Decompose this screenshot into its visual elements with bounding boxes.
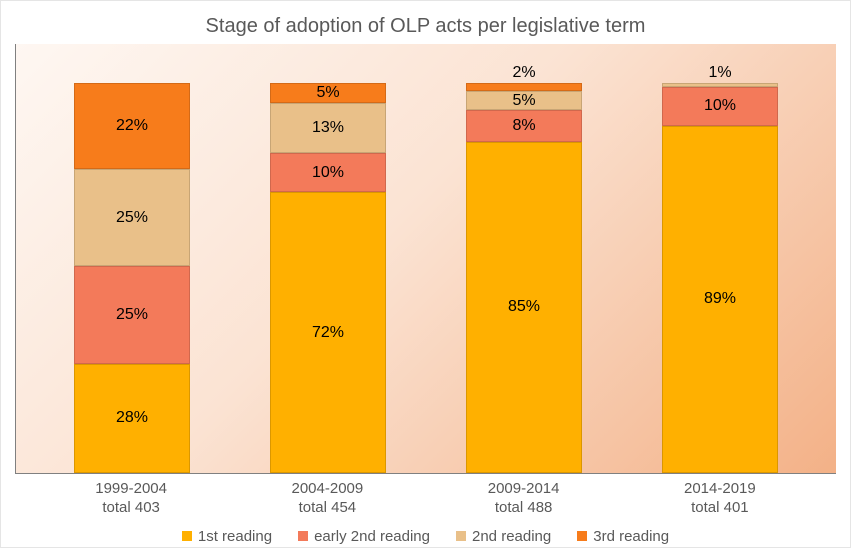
x-axis-label: 2009-2014total 488 bbox=[437, 480, 610, 518]
segment-label: 10% bbox=[704, 97, 736, 115]
legend-swatch bbox=[298, 531, 308, 541]
bar-segment-first: 72% bbox=[270, 192, 386, 473]
segment-label: 5% bbox=[316, 84, 339, 102]
bar-segment-second: 25% bbox=[74, 169, 190, 267]
x-axis-label-line2: total 488 bbox=[437, 499, 610, 518]
chart-title: Stage of adoption of OLP acts per legisl… bbox=[15, 15, 836, 38]
legend-label: 3rd reading bbox=[593, 528, 669, 545]
bar-segment-second: 1% bbox=[662, 83, 778, 87]
legend: 1st reading early 2nd reading 2nd reading 3… bbox=[15, 518, 836, 553]
legend-item: early 2nd reading bbox=[298, 528, 430, 545]
stacked-bar: 85% 8% 5%2% bbox=[466, 83, 582, 473]
segment-label: 13% bbox=[312, 119, 344, 137]
bar-segment-early2nd: 10% bbox=[270, 153, 386, 192]
legend-label: 2nd reading bbox=[472, 528, 551, 545]
legend-item: 3rd reading bbox=[577, 528, 669, 545]
legend-item: 1st reading bbox=[182, 528, 272, 545]
segment-label: 5% bbox=[512, 92, 535, 110]
stacked-bar: 72% 10% 13% 5% bbox=[270, 83, 386, 473]
bar-group: 28% 25% 25% 22% bbox=[46, 83, 218, 473]
x-axis-label-line1: 1999-2004 bbox=[45, 480, 218, 499]
bar-group: 85% 8% 5%2% bbox=[438, 83, 610, 473]
bar-segment-second: 5% bbox=[466, 91, 582, 111]
x-axis-label-line1: 2009-2014 bbox=[437, 480, 610, 499]
stacked-bar: 28% 25% 25% 22% bbox=[74, 83, 190, 473]
x-axis-label: 2004-2009total 454 bbox=[241, 480, 414, 518]
x-axis-label: 2014-2019total 401 bbox=[634, 480, 807, 518]
x-axis-label: 1999-2004total 403 bbox=[45, 480, 218, 518]
segment-label: 22% bbox=[116, 117, 148, 135]
bar-segment-third: 2% bbox=[466, 83, 582, 91]
bar-segment-early2nd: 10% bbox=[662, 87, 778, 126]
segment-label: 72% bbox=[312, 324, 344, 342]
legend-swatch bbox=[182, 531, 192, 541]
bar-group: 89% 10% 1% bbox=[634, 83, 806, 473]
segment-label: 85% bbox=[508, 298, 540, 316]
stacked-bar: 89% 10% 1% bbox=[662, 83, 778, 473]
segment-label: 25% bbox=[116, 209, 148, 227]
legend-swatch bbox=[456, 531, 466, 541]
legend-label: 1st reading bbox=[198, 528, 272, 545]
bar-segment-third: 5% bbox=[270, 83, 386, 103]
segment-label: 10% bbox=[312, 164, 344, 182]
segment-label: 25% bbox=[116, 306, 148, 324]
legend-swatch bbox=[577, 531, 587, 541]
x-axis-label-line2: total 403 bbox=[45, 499, 218, 518]
x-axis-label-line1: 2004-2009 bbox=[241, 480, 414, 499]
x-axis-label-line2: total 401 bbox=[634, 499, 807, 518]
segment-label: 1% bbox=[708, 64, 731, 82]
chart-container: Stage of adoption of OLP acts per legisl… bbox=[0, 0, 851, 548]
bar-segment-third: 22% bbox=[74, 83, 190, 169]
bar-group: 72% 10% 13% 5% bbox=[242, 83, 414, 473]
segment-label: 89% bbox=[704, 290, 736, 308]
x-axis-label-line1: 2014-2019 bbox=[634, 480, 807, 499]
x-axis-labels: 1999-2004total 403 2004-2009total 454 2009… bbox=[15, 474, 836, 518]
bar-segment-second: 13% bbox=[270, 103, 386, 154]
bar-segment-first: 28% bbox=[74, 364, 190, 473]
bar-segment-first: 85% bbox=[466, 142, 582, 474]
legend-label: early 2nd reading bbox=[314, 528, 430, 545]
bar-segment-early2nd: 8% bbox=[466, 110, 582, 141]
bar-segment-early2nd: 25% bbox=[74, 266, 190, 364]
segment-label: 8% bbox=[512, 117, 535, 135]
segment-label: 2% bbox=[512, 64, 535, 82]
segment-label: 28% bbox=[116, 409, 148, 427]
bar-segment-first: 89% bbox=[662, 126, 778, 473]
plot-area: 28%25%25%22%72%10%13%5%85%8%5%2%89%10%1% bbox=[15, 44, 836, 474]
legend-item: 2nd reading bbox=[456, 528, 551, 545]
x-axis-label-line2: total 454 bbox=[241, 499, 414, 518]
